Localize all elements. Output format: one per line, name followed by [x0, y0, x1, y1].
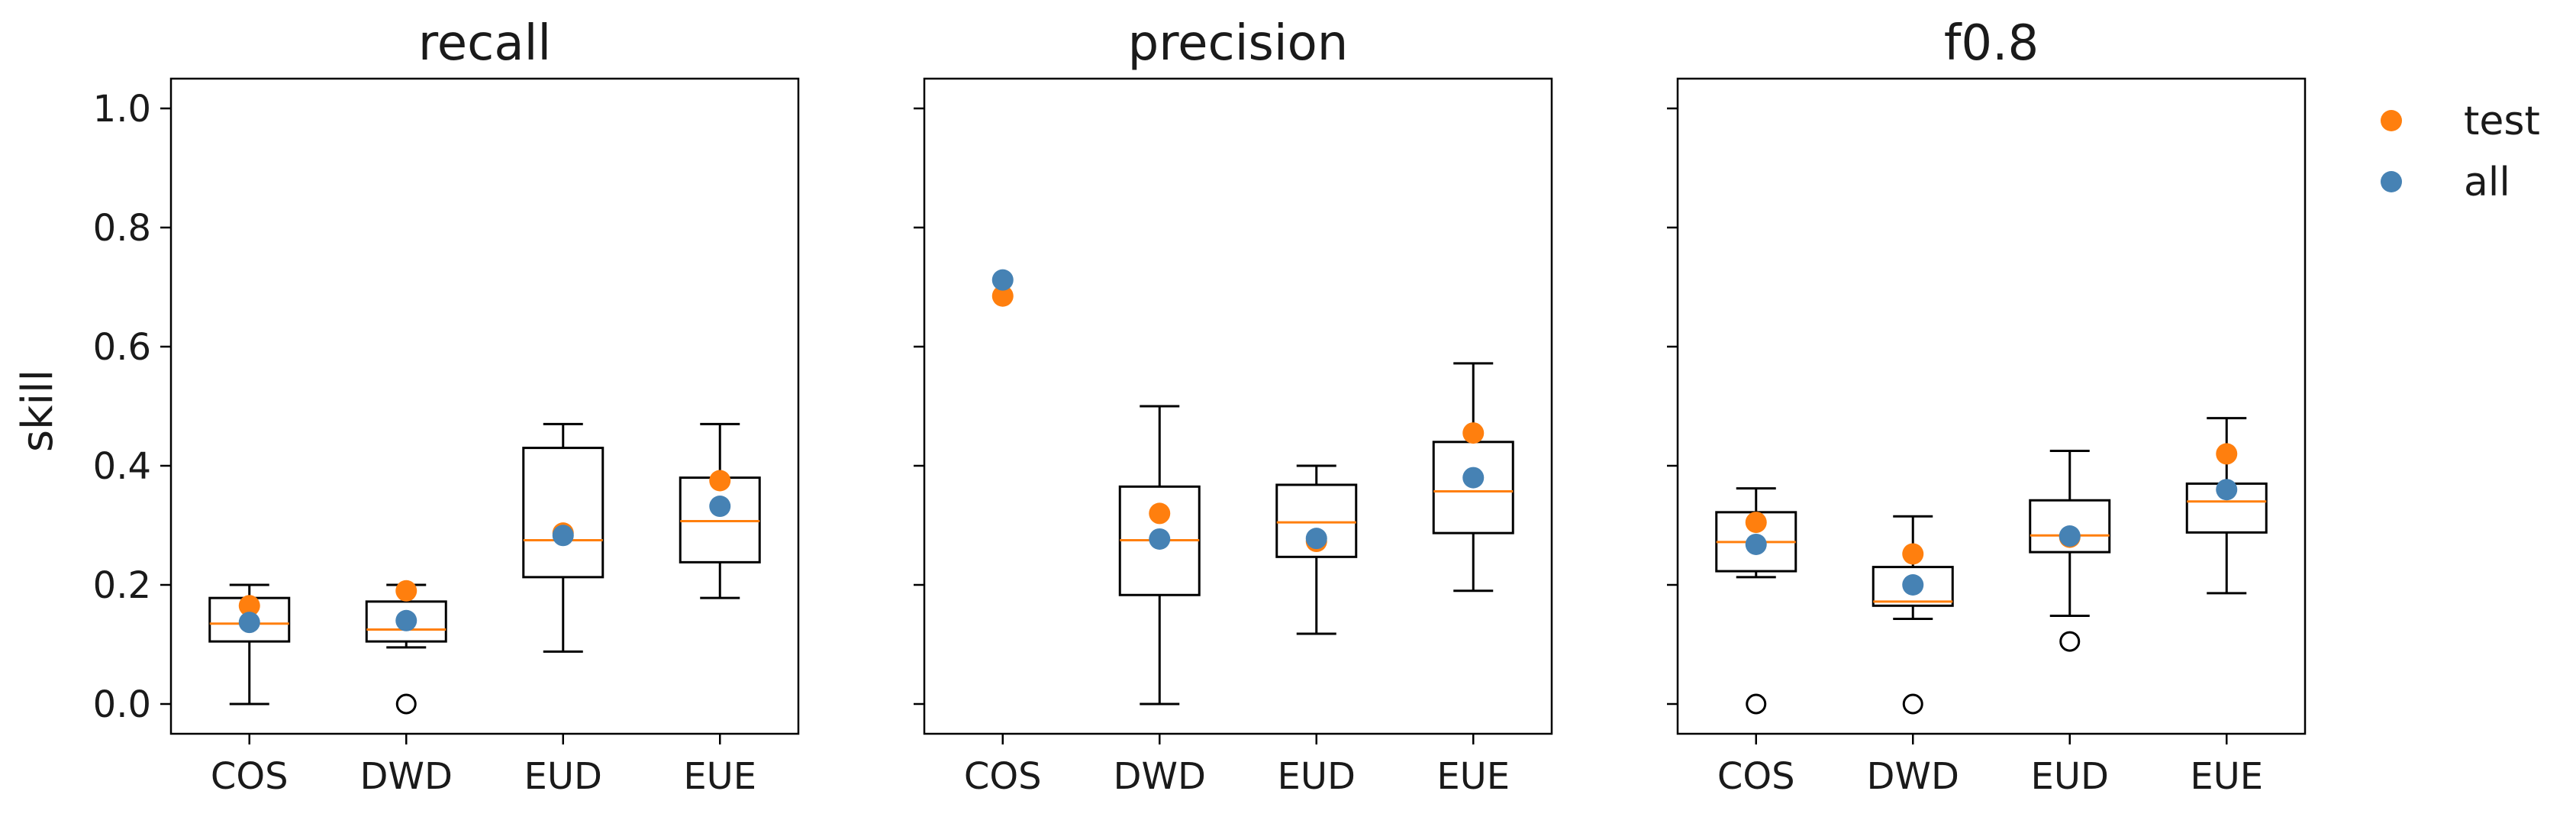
- y-axis-label: skill: [13, 370, 63, 452]
- y-tick-label: 0.6: [93, 326, 151, 369]
- legend-marker: [2381, 171, 2402, 192]
- all-point: [1902, 574, 1924, 596]
- box-eud: [2029, 450, 2111, 652]
- y-tick-label: 0.0: [93, 683, 151, 726]
- test-point: [2216, 443, 2238, 465]
- x-tick-label: COS: [1717, 755, 1795, 798]
- axes-frame: [923, 77, 1553, 735]
- outlier-point: [395, 693, 417, 715]
- box-dwd: [1872, 515, 1954, 715]
- test-point: [1149, 502, 1171, 525]
- legend-label: all: [2464, 160, 2510, 205]
- x-tick-label: DWD: [360, 755, 453, 798]
- all-point: [1745, 533, 1767, 555]
- y-tick-label: 0.2: [93, 564, 151, 607]
- x-tick-label: EUE: [683, 755, 756, 798]
- all-point: [991, 269, 1014, 291]
- box-eud: [1275, 464, 1358, 635]
- x-tick-label: EUD: [2031, 755, 2109, 798]
- all-point: [395, 609, 418, 631]
- outlier-point: [1746, 693, 1767, 715]
- iqr-box: [1872, 566, 1954, 607]
- test-point: [1902, 543, 1924, 565]
- all-point: [2216, 479, 2238, 501]
- test-point: [1462, 422, 1485, 444]
- legend-marker: [2381, 110, 2402, 131]
- iqr-box: [1275, 483, 1358, 558]
- x-tick-label: EUE: [1436, 755, 1510, 798]
- panel-title: recall: [418, 15, 551, 72]
- x-tick-label: COS: [211, 755, 289, 798]
- x-tick-label: EUD: [524, 755, 602, 798]
- all-point: [552, 525, 574, 547]
- panel-2: precision COS DWD EUD EUE: [914, 15, 1553, 798]
- x-tick-label: EUE: [2190, 755, 2263, 798]
- y-tick-label: 0.8: [93, 207, 151, 250]
- box-eud: [522, 422, 605, 653]
- all-point: [1149, 528, 1171, 550]
- test-point: [709, 470, 731, 492]
- iqr-box: [365, 600, 447, 643]
- panel-title: precision: [1128, 15, 1349, 72]
- x-tick-label: DWD: [1114, 755, 1206, 798]
- axes-frame: [1676, 77, 2307, 735]
- all-point: [1462, 467, 1485, 489]
- legend-item-all: all: [2381, 160, 2510, 205]
- iqr-box: [522, 447, 605, 579]
- x-tick-label: DWD: [1867, 755, 1959, 798]
- panel-title: f0.8: [1944, 15, 2039, 72]
- all-point: [1305, 528, 1327, 550]
- legend: test all: [2381, 98, 2540, 205]
- legend-item-test: test: [2381, 98, 2540, 144]
- all-point: [2059, 525, 2081, 547]
- test-point: [991, 285, 1014, 307]
- all-point: [238, 612, 260, 634]
- outlier-point: [2059, 631, 2081, 652]
- x-tick-label: COS: [964, 755, 1042, 798]
- panel-1: recall 0.0 0.2 0.4 0.6 0.8 1.0 COS DWD EUD EUE: [93, 15, 800, 798]
- all-point: [709, 496, 731, 518]
- axes-frame: [169, 77, 800, 735]
- iqr-box: [2029, 499, 2111, 554]
- outlier-point: [1902, 693, 1923, 715]
- panel-3: f0.8 COS DWD EUD EUE: [1667, 15, 2307, 798]
- y-tick-label: 1.0: [93, 88, 151, 131]
- test-point: [395, 580, 418, 602]
- x-tick-label: EUD: [1278, 755, 1356, 798]
- test-point: [238, 595, 260, 617]
- y-tick-label: 0.4: [93, 445, 151, 488]
- test-point: [1745, 512, 1767, 534]
- legend-label: test: [2464, 98, 2540, 144]
